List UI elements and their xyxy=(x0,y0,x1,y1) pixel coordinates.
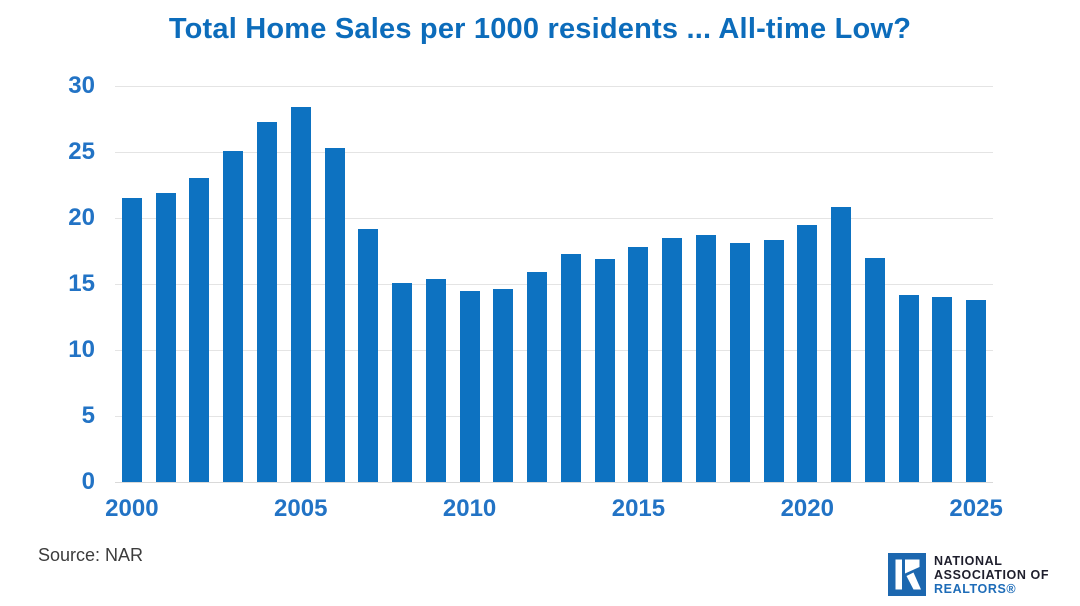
bar-2000 xyxy=(121,198,142,482)
y-axis: 0 5 10 15 20 25 30 xyxy=(30,74,95,494)
x-tick-label-2010: 2010 xyxy=(442,495,497,522)
bar-2001 xyxy=(155,192,176,482)
gridline-0 xyxy=(115,482,993,483)
bar-2024 xyxy=(932,297,953,482)
y-tick-label-25: 25 xyxy=(68,137,95,165)
nar-logo-text: NATIONAL ASSOCIATION OF REALTORS® xyxy=(934,553,1049,596)
bar-2019 xyxy=(763,240,784,482)
bar-2021 xyxy=(831,207,852,482)
y-tick-label-0: 0 xyxy=(81,468,95,495)
x-tick-label-2015: 2015 xyxy=(611,495,666,522)
bar-2005 xyxy=(290,107,311,482)
bar-2011 xyxy=(493,289,514,482)
nar-logo: NATIONAL ASSOCIATION OF REALTORS® xyxy=(888,553,1049,597)
gridline-25 xyxy=(115,151,993,153)
bar-2025 xyxy=(966,299,987,482)
bar-2015 xyxy=(628,247,649,482)
gridline-30 xyxy=(115,86,993,87)
gridline-10 xyxy=(115,349,993,351)
bar-2023 xyxy=(898,294,919,482)
nar-logo-line2: ASSOCIATION OF xyxy=(934,568,1050,582)
gridline-20 xyxy=(115,217,993,219)
bar-2022 xyxy=(864,257,885,482)
bar-2003 xyxy=(223,150,244,482)
bar-2018 xyxy=(729,243,750,482)
bar-2020 xyxy=(797,224,818,482)
x-axis: 2000 2005 2010 2015 2020 2025 xyxy=(105,495,1003,527)
bar-2006 xyxy=(324,148,345,482)
gridline-5 xyxy=(115,416,993,417)
y-tick-label-10: 10 xyxy=(68,335,95,363)
gridline-15 xyxy=(115,284,993,285)
y-tick-label-15: 15 xyxy=(68,270,95,297)
bar-2013 xyxy=(560,253,581,482)
bar-2008 xyxy=(392,282,413,482)
x-tick-label-2000: 2000 xyxy=(105,495,159,522)
x-tick-label-2025: 2025 xyxy=(949,495,1003,522)
chart-title: Total Home Sales per 1000 residents ... … xyxy=(168,13,912,45)
plot-area xyxy=(115,86,993,483)
x-tick-label-2005: 2005 xyxy=(274,495,328,522)
bar-2016 xyxy=(662,237,683,482)
bar-2014 xyxy=(594,258,615,482)
nar-logo-line3: REALTORS® xyxy=(934,582,1017,596)
source-note: Source: NAR xyxy=(38,545,144,565)
y-tick-label-5: 5 xyxy=(81,402,95,429)
bar-2004 xyxy=(256,121,277,482)
nar-logo-line1: NATIONAL xyxy=(934,554,1003,568)
y-tick-label-30: 30 xyxy=(68,72,95,99)
bar-2002 xyxy=(189,178,210,482)
y-tick-label-20: 20 xyxy=(68,203,95,231)
bar-2012 xyxy=(527,272,548,482)
x-tick-label-2020: 2020 xyxy=(780,495,834,522)
bar-2007 xyxy=(358,228,379,482)
bar-2009 xyxy=(425,278,446,482)
realtor-block-r-icon xyxy=(888,553,926,596)
bar-2010 xyxy=(459,290,480,482)
bar-2017 xyxy=(695,235,716,482)
